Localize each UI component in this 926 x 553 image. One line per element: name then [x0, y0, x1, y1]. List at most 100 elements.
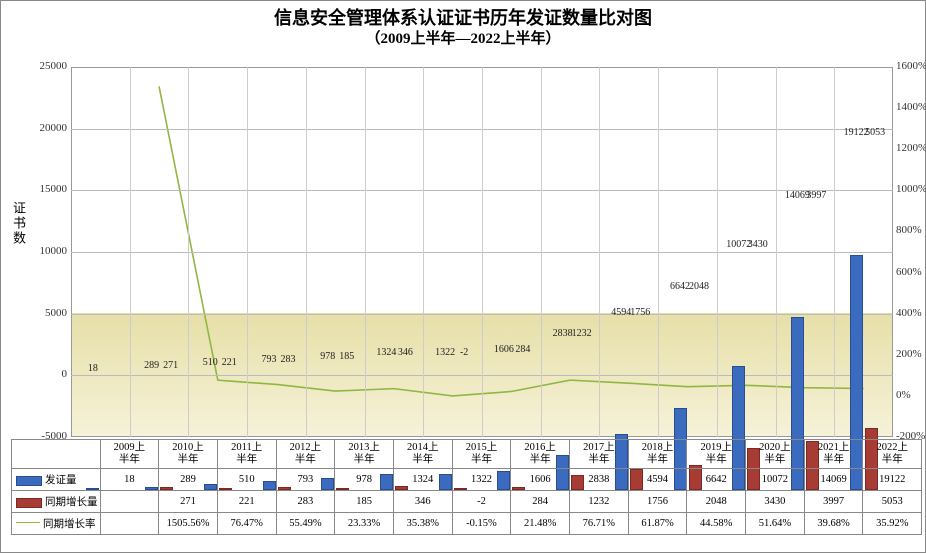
y-axis-left-label: 证书数 [9, 201, 28, 246]
bar-label-blue: 18 [88, 363, 98, 374]
y-tick-right: 400% [896, 307, 922, 319]
y-tick-right: 800% [896, 224, 922, 236]
y-tick-left: 25000 [27, 60, 67, 72]
gridline-v [834, 67, 835, 437]
bar-label-red: 1232 [572, 328, 592, 339]
table-cell: 76.71% [570, 513, 629, 535]
gridline-v [776, 67, 777, 437]
bar-label-red: -2 [460, 347, 468, 358]
bar-label-red: 2048 [689, 281, 709, 292]
table-cell: 1322 [452, 469, 511, 491]
gridline-v [541, 67, 542, 437]
table-col-header: 2020上半年 [746, 440, 805, 469]
y-tick-left: 0 [27, 368, 67, 380]
table-cell: 18 [100, 469, 159, 491]
bar-label-red: 271 [163, 360, 178, 371]
y-tick-left: 10000 [27, 245, 67, 257]
gridline-v [482, 67, 483, 437]
y-tick-right: 0% [896, 389, 911, 401]
table-col-header: 2016上半年 [511, 440, 570, 469]
y-tick-right: 200% [896, 348, 922, 360]
chart-title: 信息安全管理体系认证证书历年发证数量比对图 [1, 1, 925, 30]
bar-label-red: 283 [281, 354, 296, 365]
bar-label-red: 346 [398, 347, 413, 358]
table-cell: 510 [217, 469, 276, 491]
table-col-header: 2014上半年 [393, 440, 452, 469]
table-cell: 61.87% [628, 513, 687, 535]
table-cell [100, 491, 159, 513]
table-cell: 21.48% [511, 513, 570, 535]
table-col-header: 2012上半年 [276, 440, 335, 469]
table-cell: 1324 [393, 469, 452, 491]
y-tick-left: 20000 [27, 122, 67, 134]
bar-label-red: 185 [339, 351, 354, 362]
gridline-v [658, 67, 659, 437]
gridline-v [717, 67, 718, 437]
table-cell: 978 [335, 469, 394, 491]
data-table: 2009上半年2010上半年2011上半年2012上半年2013上半年2014上… [11, 439, 922, 535]
bar-label-red: 5053 [865, 127, 885, 138]
table-col-header: 2009上半年 [100, 440, 159, 469]
table-cell: 55.49% [276, 513, 335, 535]
gridline-v [423, 67, 424, 437]
table-row-header: 同期增长量 [12, 491, 101, 513]
table-cell: 793 [276, 469, 335, 491]
bar-label-blue: 510 [203, 357, 218, 368]
gridline-v [188, 67, 189, 437]
bar-label-red: 1756 [630, 307, 650, 318]
table-col-header: 2018上半年 [628, 440, 687, 469]
table-cell: 10072 [746, 469, 805, 491]
table-cell: 6642 [687, 469, 746, 491]
bar-label-red: 3997 [806, 190, 826, 201]
y-tick-left: 15000 [27, 183, 67, 195]
bar-label-blue: 1324 [376, 347, 396, 358]
table-cell: 1606 [511, 469, 570, 491]
table-cell: -0.15% [452, 513, 511, 535]
table-cell: 4594 [628, 469, 687, 491]
table-cell: 51.64% [746, 513, 805, 535]
table-cell: 23.33% [335, 513, 394, 535]
table-cell: 1232 [570, 491, 629, 513]
table-cell: 271 [159, 491, 218, 513]
table-cell: -2 [452, 491, 511, 513]
bar-label-blue: 6642 [670, 281, 690, 292]
gridline-v [247, 67, 248, 437]
table-col-header: 2021上半年 [804, 440, 863, 469]
gridline-v [306, 67, 307, 437]
table-row-header: 发证量 [12, 469, 101, 491]
table-cell: 14069 [804, 469, 863, 491]
bar-label-red: 221 [222, 357, 237, 368]
table-col-header: 2013上半年 [335, 440, 394, 469]
table-cell: 289 [159, 469, 218, 491]
y-tick-left: 5000 [27, 307, 67, 319]
table-row-header: 同期增长率 [12, 513, 101, 535]
bar-label-red: 284 [515, 344, 530, 355]
table-cell: 346 [393, 491, 452, 513]
table-cell: 283 [276, 491, 335, 513]
y-tick-right: 600% [896, 266, 922, 278]
table-cell: 44.58% [687, 513, 746, 535]
y-tick-right: 1400% [896, 101, 926, 113]
table-cell: 3430 [746, 491, 805, 513]
table-cell: 284 [511, 491, 570, 513]
table-col-header: 2010上半年 [159, 440, 218, 469]
bar-label-blue: 978 [320, 351, 335, 362]
table-col-header: 2015上半年 [452, 440, 511, 469]
table-cell: 3997 [804, 491, 863, 513]
table-cell: 35.38% [393, 513, 452, 535]
bar-label-blue: 1606 [494, 344, 514, 355]
table-col-header: 2017上半年 [570, 440, 629, 469]
table-cell [100, 513, 159, 535]
table-cell: 185 [335, 491, 394, 513]
chart-container: 信息安全管理体系认证证书历年发证数量比对图 （2009上半年—2022上半年） … [0, 0, 926, 553]
table-cell: 76.47% [217, 513, 276, 535]
table-cell: 35.92% [863, 513, 922, 535]
table-cell: 1505.56% [159, 513, 218, 535]
bar-label-blue: 4594 [611, 307, 631, 318]
bar-label-blue: 2838 [553, 328, 573, 339]
bar-label-blue: 1322 [435, 347, 455, 358]
gridline-v [599, 67, 600, 437]
bar-label-blue: 793 [262, 354, 277, 365]
table-corner [12, 440, 101, 469]
table-col-header: 2019上半年 [687, 440, 746, 469]
